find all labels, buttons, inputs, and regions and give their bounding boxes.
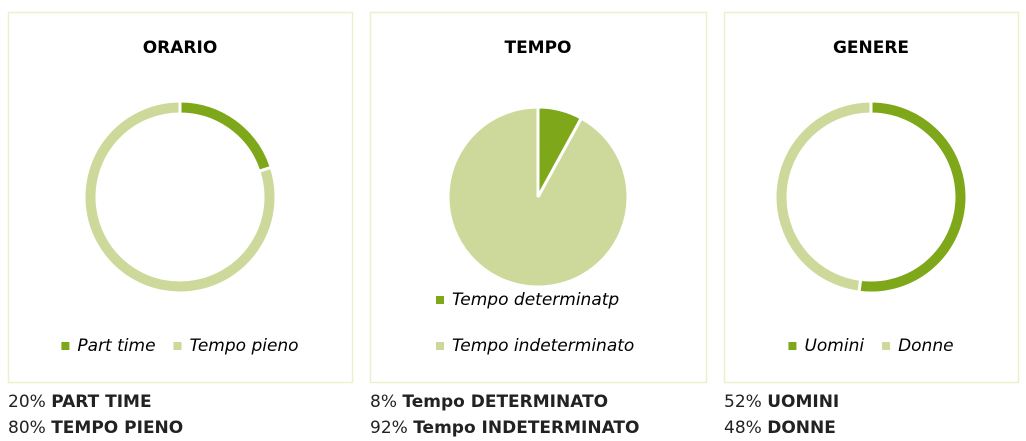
caption-value: 52% <box>724 392 762 412</box>
caption-label: DONNE <box>767 418 836 438</box>
legend-swatch <box>61 342 70 350</box>
caption: 92% Tempo INDETERMINATO <box>370 415 639 441</box>
caption-value: 8% <box>370 392 397 412</box>
slice <box>82 99 278 295</box>
legend: Part time Tempo pieno <box>61 336 299 356</box>
caption: 80% TEMPO PIENO <box>8 415 183 441</box>
caption-value: 80% <box>8 418 46 438</box>
legend-label: Tempo indeterminato <box>452 336 634 356</box>
slice <box>446 105 630 289</box>
slice <box>857 99 969 295</box>
legend-label: Uomini <box>804 336 864 356</box>
caption-label: PART TIME <box>51 392 152 412</box>
legend-swatch <box>788 342 797 350</box>
legend: Uomini Donne <box>788 336 954 356</box>
chart-title: TEMPO <box>504 38 571 58</box>
chart-title: GENERE <box>833 38 909 58</box>
legend-swatch <box>173 342 182 350</box>
caption-value: 92% <box>370 418 408 438</box>
panel <box>369 11 708 384</box>
slice <box>178 99 274 174</box>
caption-value: 48% <box>724 418 762 438</box>
legend-swatch <box>436 342 444 350</box>
panel <box>723 11 1020 384</box>
caption: 20% PART TIME <box>8 389 152 415</box>
caption-value: 20% <box>8 392 46 412</box>
chart-title: ORARIO <box>143 38 218 58</box>
caption: 8% Tempo DETERMINATO <box>370 389 608 415</box>
caption-label: TEMPO PIENO <box>51 418 184 438</box>
caption-label: Tempo INDETERMINATO <box>413 418 640 438</box>
legend-label: Tempo pieno <box>190 336 299 356</box>
caption-label: UOMINI <box>767 392 840 412</box>
caption-label: Tempo DETERMINATO <box>402 392 609 412</box>
legend-label: Part time <box>77 336 155 356</box>
legend-swatch <box>882 342 891 350</box>
panel <box>7 11 354 384</box>
caption: 52% UOMINI <box>724 389 839 415</box>
legend-label: Tempo determinatp <box>452 290 619 310</box>
caption: 48% DONNE <box>724 415 836 441</box>
legend-label: Donne <box>898 336 954 356</box>
legend-swatch <box>436 296 444 304</box>
slice <box>773 99 873 294</box>
